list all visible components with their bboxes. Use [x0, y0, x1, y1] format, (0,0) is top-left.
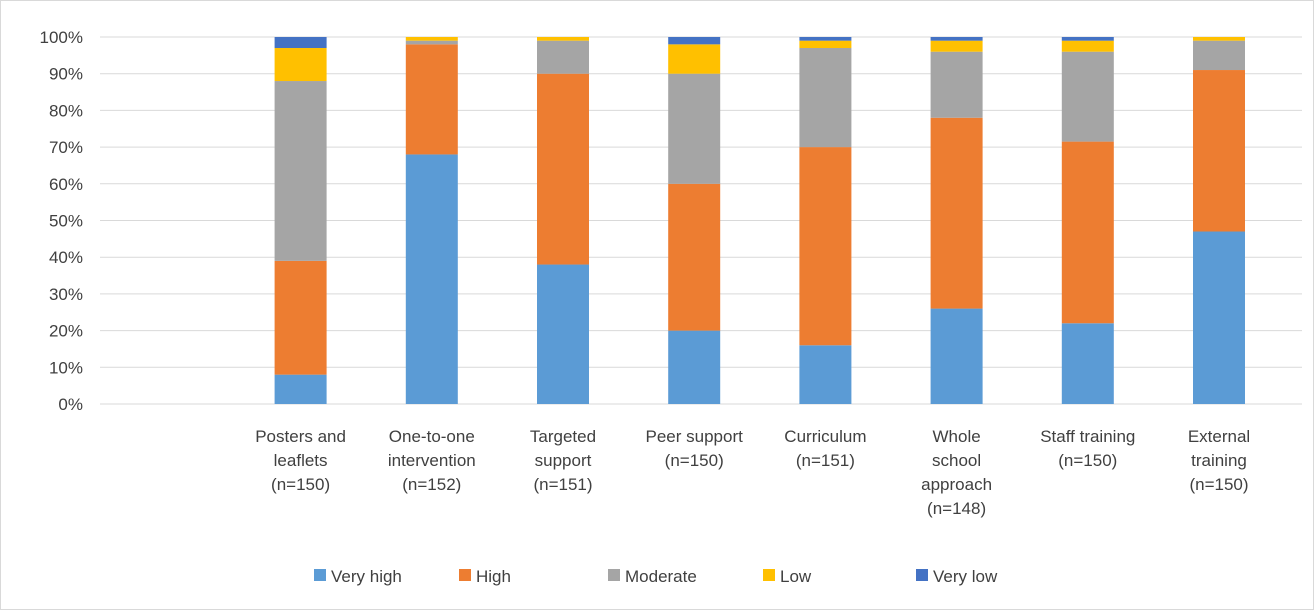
legend: Very high High Moderate Low Very low	[314, 567, 998, 586]
bar-segment-high	[537, 73, 589, 265]
x-category-label: school	[932, 451, 981, 470]
bar-segment-low	[799, 40, 852, 49]
x-category-label: Whole	[933, 427, 981, 446]
bar-segment-low	[1061, 40, 1114, 52]
x-category-label: (n=151)	[533, 475, 592, 494]
x-category-label: leaflets	[274, 451, 328, 470]
bar-segment-high	[799, 147, 852, 346]
bar-segment-moderate	[799, 48, 852, 148]
bar-segment-high	[405, 44, 458, 155]
bar-segment-low	[668, 44, 721, 74]
bar-segment-low	[537, 37, 589, 41]
x-category-label: Staff training	[1040, 427, 1135, 446]
y-tick-label: 20%	[49, 322, 83, 341]
x-category-label: Posters and	[255, 427, 346, 446]
y-tick-label: 40%	[49, 248, 83, 267]
legend-label: Low	[780, 567, 812, 586]
x-category-label: (n=150)	[1058, 451, 1117, 470]
x-category-label: (n=150)	[665, 451, 724, 470]
legend-swatch	[763, 569, 775, 581]
x-category-label: intervention	[388, 451, 476, 470]
bar-segment-very-high	[668, 330, 721, 404]
x-category-label: One-to-one	[389, 427, 475, 446]
x-category-label: Curriculum	[784, 427, 866, 446]
y-tick-label: 10%	[49, 358, 83, 377]
y-tick-label: 0%	[58, 395, 83, 414]
y-tick-label: 30%	[49, 285, 83, 304]
x-axis-labels: Posters and leaflets (n=150) One-to-one inte…	[255, 427, 1250, 518]
legend-label: High	[476, 567, 511, 586]
bar-segment-high	[930, 117, 983, 309]
bar-segment-moderate	[274, 81, 327, 261]
bar-segment-moderate	[405, 40, 458, 45]
legend-label: Moderate	[625, 567, 697, 586]
y-tick-label: 70%	[49, 138, 83, 157]
x-category-label: (n=148)	[927, 499, 986, 518]
bar-segment-very-high	[1193, 231, 1245, 404]
bar-segment-moderate	[668, 73, 721, 184]
bar-segment-moderate	[1193, 40, 1245, 71]
bar-segment-high	[668, 183, 721, 331]
x-category-label: support	[535, 451, 592, 470]
bar-segment-very-low	[799, 37, 852, 41]
legend-swatch	[608, 569, 620, 581]
x-category-label: External	[1188, 427, 1250, 446]
bar-segment-very-low	[274, 37, 327, 49]
x-category-label: training	[1191, 451, 1247, 470]
y-tick-label: 100%	[40, 28, 83, 47]
bar-segment-very-high	[799, 345, 852, 404]
x-category-label: (n=150)	[1189, 475, 1248, 494]
y-tick-label: 90%	[49, 65, 83, 84]
x-category-label: Targeted	[530, 427, 596, 446]
bar-segment-very-high	[930, 308, 983, 404]
bar-segment-very-high	[274, 374, 327, 404]
y-tick-label: 50%	[49, 212, 83, 231]
y-tick-label: 60%	[49, 175, 83, 194]
legend-swatch	[314, 569, 326, 581]
bar-segment-moderate	[930, 51, 983, 118]
bar-segment-low	[274, 48, 327, 82]
x-category-label: Peer support	[646, 427, 744, 446]
bar-segment-high	[1061, 141, 1114, 324]
legend-label: Very high	[331, 567, 402, 586]
bar-segment-very-high	[1061, 323, 1114, 404]
legend-swatch	[916, 569, 928, 581]
x-category-label: (n=152)	[402, 475, 461, 494]
x-category-label: (n=150)	[271, 475, 330, 494]
bar-segment-high	[1193, 70, 1245, 232]
legend-swatch	[459, 569, 471, 581]
bar-segment-high	[274, 260, 327, 375]
bar-segment-low	[1193, 37, 1245, 41]
bar-segment-very-high	[537, 264, 589, 404]
bar-segment-very-low	[1061, 37, 1114, 41]
legend-label: Very low	[933, 567, 998, 586]
bar-segment-very-high	[405, 154, 458, 404]
bar-segment-moderate	[537, 40, 589, 74]
x-category-label: (n=151)	[796, 451, 855, 470]
y-tick-label: 80%	[49, 101, 83, 120]
bars	[274, 37, 1245, 404]
bar-segment-very-low	[930, 37, 983, 41]
bar-segment-low	[930, 40, 983, 52]
bar-segment-moderate	[1061, 51, 1114, 142]
x-category-label: approach	[921, 475, 992, 494]
y-axis-ticks: 0% 10% 20% 30% 40% 50% 60% 70% 80% 90% 100%	[40, 28, 83, 414]
bar-segment-low	[405, 37, 458, 41]
bar-segment-very-low	[668, 37, 721, 45]
